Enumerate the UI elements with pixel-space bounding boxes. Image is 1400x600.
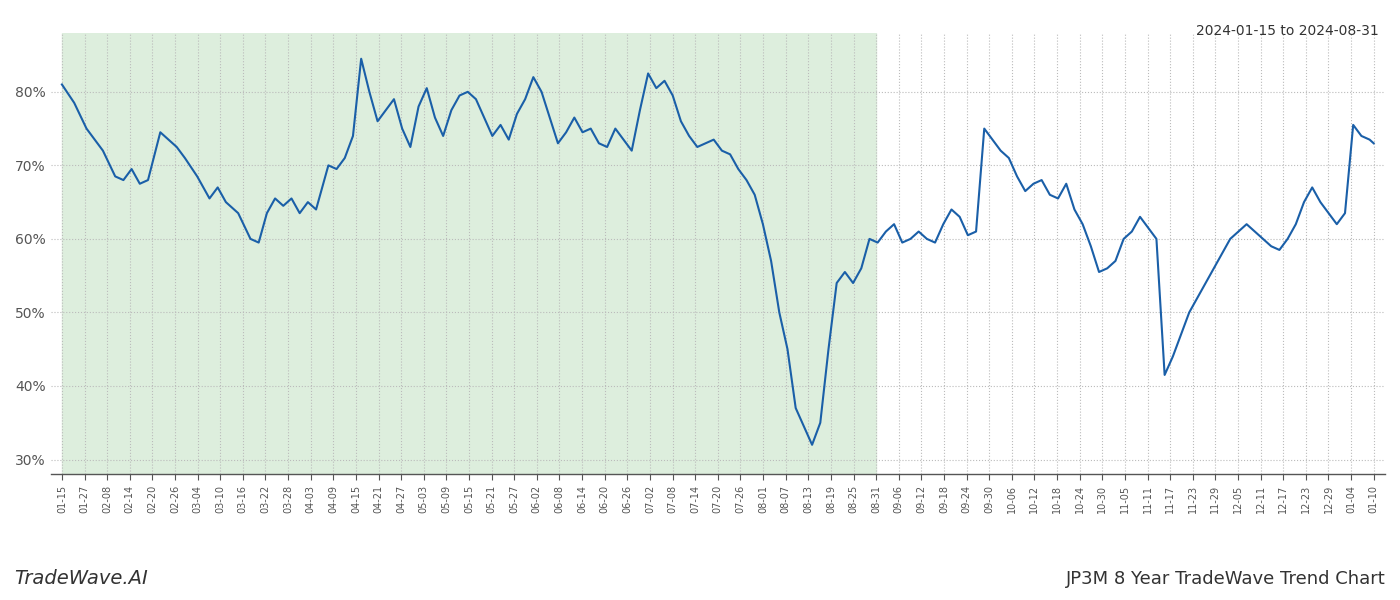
Bar	[62, 33, 876, 474]
Text: TradeWave.AI: TradeWave.AI	[14, 569, 148, 588]
Text: 2024-01-15 to 2024-08-31: 2024-01-15 to 2024-08-31	[1196, 24, 1379, 38]
Text: JP3M 8 Year TradeWave Trend Chart: JP3M 8 Year TradeWave Trend Chart	[1067, 570, 1386, 588]
